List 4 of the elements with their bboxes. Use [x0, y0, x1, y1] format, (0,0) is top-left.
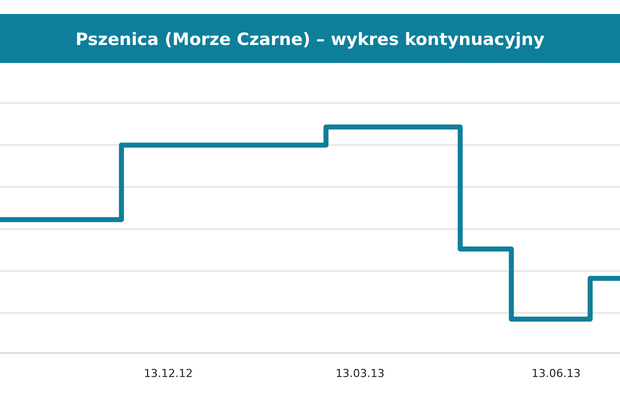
chart-title: Pszenica (Morze Czarne) – wykres kontynuacyjny — [76, 30, 544, 50]
x-tick-label: 13.03.13 — [336, 367, 385, 380]
x-tick-label: 13.06.13 — [532, 367, 581, 380]
x-tick-label: 13.12.12 — [144, 367, 193, 380]
